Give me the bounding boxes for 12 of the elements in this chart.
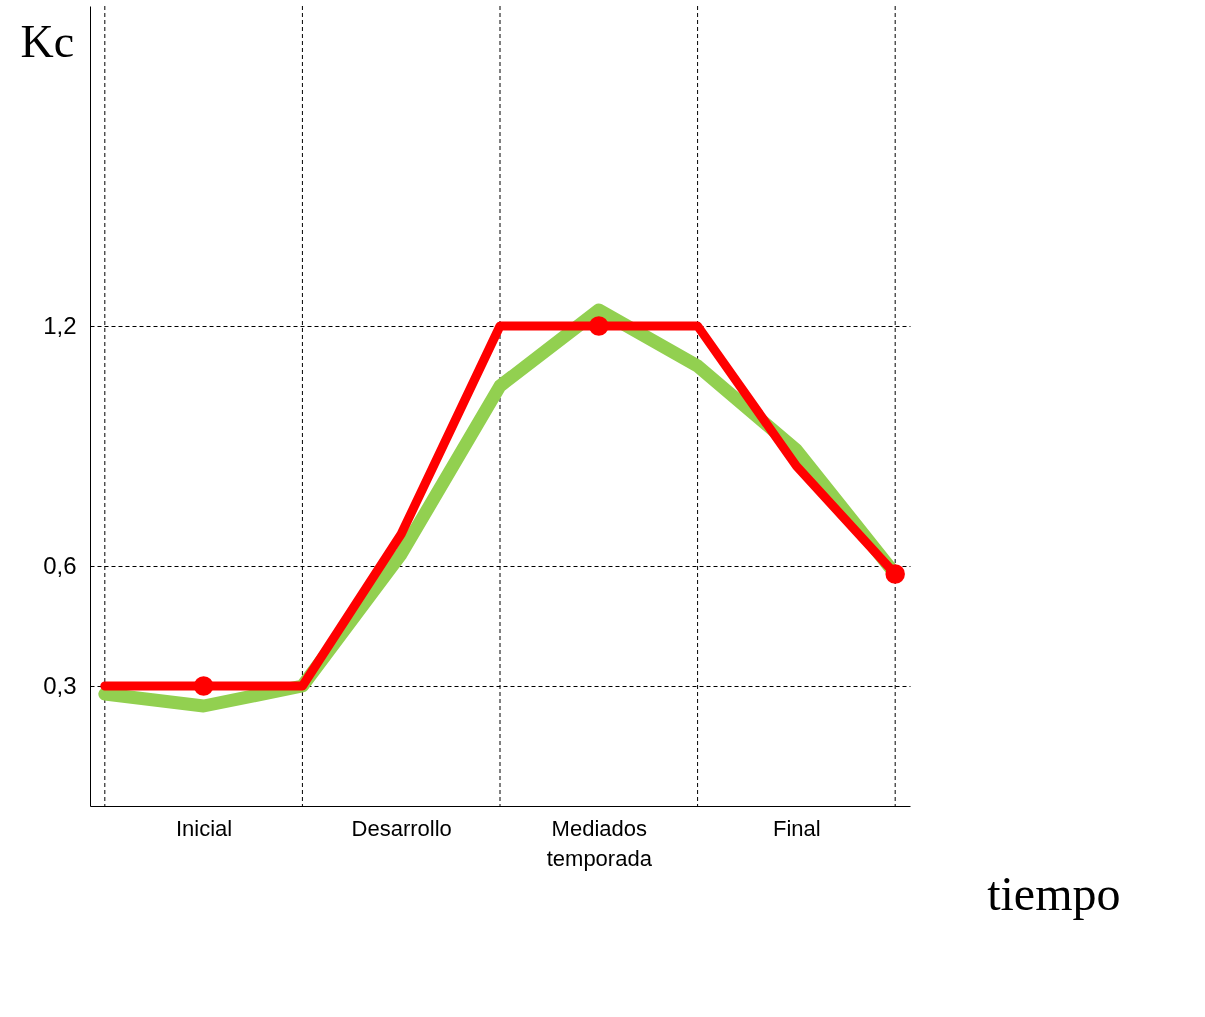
x-tick-label: Desarrollo	[351, 815, 452, 841]
point	[193, 676, 214, 696]
y-tick-label: 1,2	[43, 311, 77, 339]
y-tick-label: 0,3	[43, 671, 77, 699]
x-axis-title: tiempo	[987, 866, 1121, 920]
y-tick-label: 0,6	[43, 551, 77, 579]
point	[885, 564, 905, 584]
x-tick-label: Inicial	[175, 815, 233, 841]
x-tick-label: Final	[773, 815, 821, 841]
point	[589, 316, 609, 336]
y-axis-title: Kc	[20, 15, 75, 67]
x-tick-label: Mediados temporada	[546, 815, 653, 871]
